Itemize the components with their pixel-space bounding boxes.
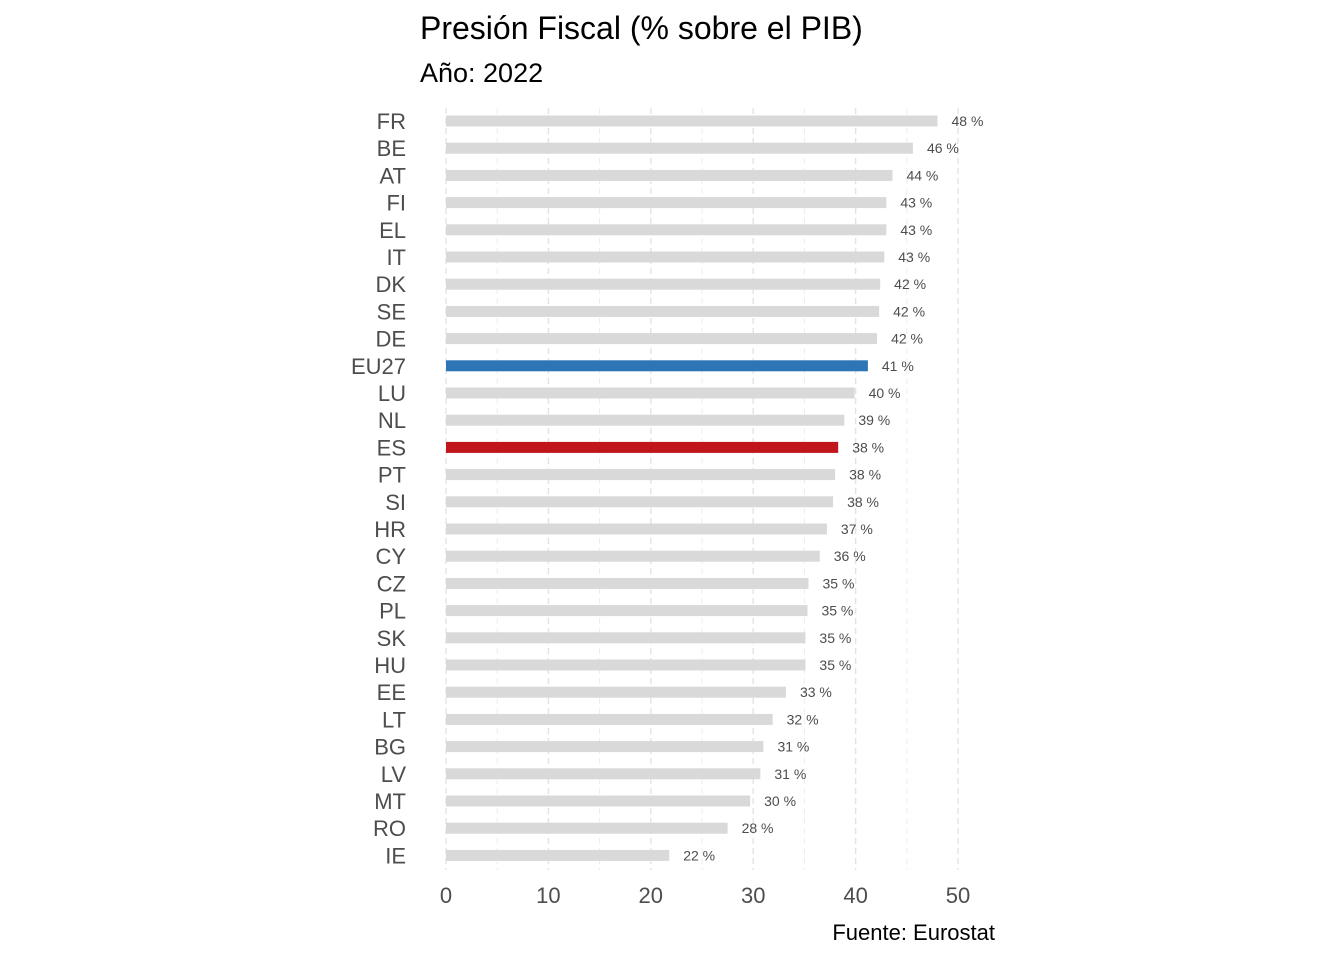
grid-lines: [445, 108, 959, 870]
bar-se: [446, 305, 880, 317]
bar-fi: [446, 197, 887, 209]
value-label-ee: 33 %: [800, 684, 832, 700]
category-label-ie: IE: [385, 843, 406, 868]
bar-eu27: [446, 360, 868, 372]
value-label-be: 46 %: [927, 140, 959, 156]
value-label-se: 42 %: [893, 303, 925, 319]
x-tick-label: 10: [536, 883, 560, 908]
value-label-el: 43 %: [900, 222, 932, 238]
category-label-fr: FR: [377, 109, 406, 134]
bar-ro: [446, 822, 728, 834]
bar-mt: [446, 795, 751, 807]
value-label-nl: 39 %: [858, 412, 890, 428]
bar-lv: [446, 768, 761, 780]
category-label-lv: LV: [381, 762, 407, 787]
category-label-lu: LU: [378, 381, 406, 406]
category-label-ro: RO: [373, 816, 406, 841]
bar-it: [446, 251, 885, 263]
bar-ie: [446, 849, 670, 861]
value-label-pl: 35 %: [821, 603, 853, 619]
chart-title: Presión Fiscal (% sobre el PIB): [420, 10, 863, 46]
category-label-pt: PT: [378, 463, 406, 488]
category-label-es: ES: [377, 435, 406, 460]
value-label-es: 38 %: [852, 439, 884, 455]
category-label-fi: FI: [386, 191, 406, 216]
category-label-de: DE: [375, 327, 406, 352]
bar-fr: [446, 115, 938, 127]
bar-pt: [446, 469, 836, 481]
x-tick-label: 50: [946, 883, 970, 908]
category-label-it: IT: [386, 245, 406, 270]
category-label-mt: MT: [374, 789, 406, 814]
bar-sk: [446, 632, 806, 644]
category-label-cz: CZ: [377, 571, 406, 596]
category-label-pl: PL: [379, 599, 406, 624]
x-tick-label: 40: [843, 883, 867, 908]
bar-cz: [446, 577, 809, 589]
category-label-si: SI: [385, 490, 406, 515]
bar-de: [446, 333, 878, 345]
x-tick-label: 30: [741, 883, 765, 908]
value-labels: 48 % 46 % 44 % 43 % 43 % 43 % 42 % 42 % 42 % 41 %…: [683, 113, 983, 863]
bar-nl: [446, 414, 845, 426]
value-label-fi: 43 %: [900, 195, 932, 211]
bar-pl: [446, 605, 808, 617]
value-label-bg: 31 %: [777, 739, 809, 755]
bar-be: [446, 142, 913, 154]
value-label-pt: 38 %: [849, 467, 881, 483]
category-label-eu27: EU27: [351, 354, 406, 379]
bar-dk: [446, 278, 881, 290]
bar-hr: [446, 523, 827, 535]
bar-lt: [446, 713, 773, 725]
chart-subtitle: Año: 2022: [420, 58, 544, 88]
bar-cy: [446, 550, 820, 562]
category-label-hr: HR: [374, 517, 406, 542]
x-tick-label: 20: [639, 883, 663, 908]
bar-lu: [446, 387, 855, 399]
value-label-it: 43 %: [898, 249, 930, 265]
bar-hu: [446, 659, 806, 671]
bar-ee: [446, 686, 786, 698]
x-tick-label: 0: [440, 883, 452, 908]
value-label-cy: 36 %: [834, 548, 866, 564]
value-label-lt: 32 %: [787, 711, 819, 727]
source-caption: Fuente: Eurostat: [832, 920, 995, 945]
value-label-fr: 48 %: [952, 113, 984, 129]
category-label-el: EL: [379, 218, 406, 243]
bars: [446, 115, 938, 861]
category-label-dk: DK: [375, 272, 406, 297]
value-label-si: 38 %: [847, 494, 879, 510]
value-label-ro: 28 %: [742, 820, 774, 836]
category-label-cy: CY: [375, 544, 406, 569]
value-label-hr: 37 %: [841, 521, 873, 537]
bar-es: [446, 441, 839, 453]
value-label-lv: 31 %: [774, 766, 806, 782]
value-label-at: 44 %: [906, 167, 938, 183]
value-label-hu: 35 %: [819, 657, 851, 673]
category-label-nl: NL: [378, 408, 406, 433]
value-label-lu: 40 %: [869, 385, 901, 401]
category-label-be: BE: [377, 136, 406, 161]
category-label-lt: LT: [382, 707, 406, 732]
bar-el: [446, 224, 887, 236]
category-label-se: SE: [377, 299, 406, 324]
value-label-sk: 35 %: [819, 630, 851, 646]
category-label-at: AT: [380, 163, 406, 188]
category-label-bg: BG: [374, 735, 406, 760]
value-label-cz: 35 %: [822, 575, 854, 591]
value-label-mt: 30 %: [764, 793, 796, 809]
bar-si: [446, 496, 834, 508]
bar-bg: [446, 741, 764, 753]
value-label-eu27: 41 %: [882, 358, 914, 374]
value-label-de: 42 %: [891, 331, 923, 347]
value-label-dk: 42 %: [894, 276, 926, 292]
value-label-ie: 22 %: [683, 847, 715, 863]
bar-at: [446, 169, 893, 181]
x-axis-ticks: 0 10 20 30 40 50: [440, 883, 970, 908]
category-label-hu: HU: [374, 653, 406, 678]
category-label-sk: SK: [377, 626, 407, 651]
category-label-ee: EE: [377, 680, 406, 705]
